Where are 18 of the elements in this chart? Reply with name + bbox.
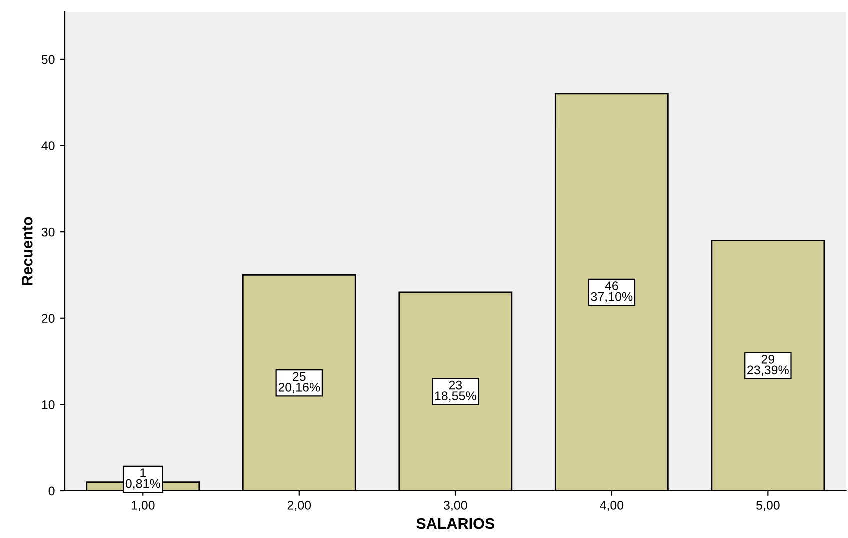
data-label: 46 37,10%: [591, 282, 633, 303]
x-tick-label: 4,00: [600, 501, 624, 512]
y-tick-label: 20: [42, 314, 55, 324]
y-axis-title: Recuento: [22, 217, 33, 286]
y-tick-label: 40: [42, 142, 55, 150]
data-label: 29 23,39%: [748, 354, 789, 376]
y-tick-label: 0: [48, 486, 55, 496]
data-label: 25 20,16%: [278, 372, 320, 394]
x-tick-label: 1,00: [132, 501, 155, 512]
data-label: 23 18,55%: [435, 380, 476, 402]
x-tick-label: 2,00: [288, 501, 312, 512]
x-tick-label: 3,00: [444, 501, 468, 512]
y-tick-label: 10: [42, 400, 55, 410]
data-label: 1 0,81%: [126, 468, 160, 490]
x-axis-title: SALARIOS: [416, 518, 495, 530]
y-tick-label: 30: [42, 228, 55, 237]
y-tick-label: 50: [42, 55, 55, 64]
x-tick-label: 5,00: [756, 501, 780, 512]
